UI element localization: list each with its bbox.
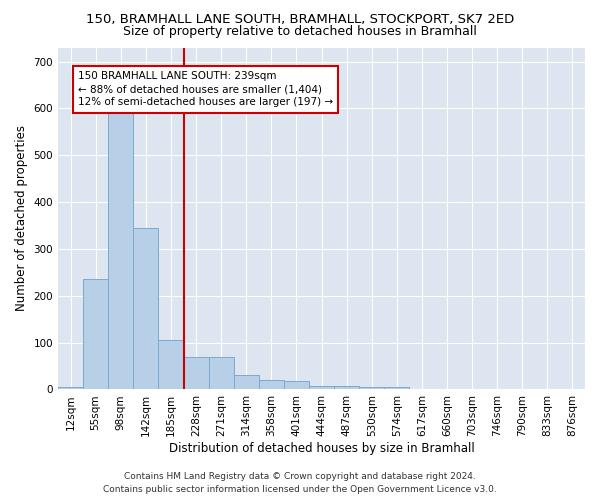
Bar [158,340,184,390]
Y-axis label: Number of detached properties: Number of detached properties [15,126,28,312]
Bar [334,386,359,390]
Text: Size of property relative to detached houses in Bramhall: Size of property relative to detached ho… [123,25,477,38]
X-axis label: Distribution of detached houses by size in Bramhall: Distribution of detached houses by size … [169,442,475,455]
Bar [83,280,108,390]
Bar [384,387,409,390]
Bar [133,228,158,390]
Bar [108,99,133,390]
Bar [259,380,284,390]
Bar [58,387,83,390]
Bar [233,376,259,390]
Bar [209,356,233,390]
Bar [184,356,209,390]
Bar [309,386,334,390]
Bar [359,387,384,390]
Bar [284,381,309,390]
Text: 150 BRAMHALL LANE SOUTH: 239sqm
← 88% of detached houses are smaller (1,404)
12%: 150 BRAMHALL LANE SOUTH: 239sqm ← 88% of… [78,71,333,108]
Text: Contains HM Land Registry data © Crown copyright and database right 2024.
Contai: Contains HM Land Registry data © Crown c… [103,472,497,494]
Text: 150, BRAMHALL LANE SOUTH, BRAMHALL, STOCKPORT, SK7 2ED: 150, BRAMHALL LANE SOUTH, BRAMHALL, STOC… [86,12,514,26]
